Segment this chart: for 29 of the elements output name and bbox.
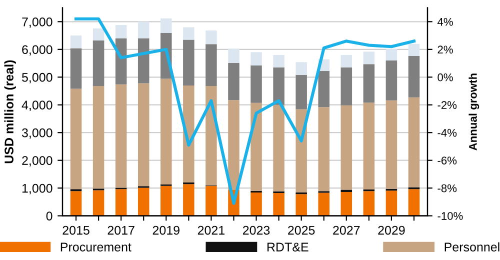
legend-label: RDT&E	[267, 242, 308, 252]
y2-tick-label: -6%	[438, 156, 457, 164]
y-tick-label: 1,000	[22, 184, 52, 194]
y2-tick-label: 2%	[438, 46, 453, 54]
y-tick-label: 5,000	[22, 72, 52, 84]
y2-tick-label: 0%	[438, 73, 453, 82]
y-tick-label: 7,000	[22, 17, 52, 28]
legend-label: Personnel	[444, 242, 500, 252]
x-tick-label: 2015	[62, 226, 90, 235]
y2-tick-label: -2%	[438, 101, 457, 109]
y-tick-label: 2,000	[22, 156, 52, 166]
y2-tick-label: -4%	[438, 128, 457, 137]
legend-label: Procurement	[60, 242, 132, 252]
y-tick-label: 3,000	[22, 128, 52, 139]
x-tick-label: 2025	[288, 226, 315, 235]
y-axis-title: USD million (real)	[4, 60, 16, 164]
y2-tick-label: -10%	[438, 212, 463, 220]
y-tick-label: 4,000	[22, 100, 52, 111]
y2-tick-label: 4%	[437, 18, 453, 26]
y2-tick-label: -8%	[438, 184, 457, 192]
x-tick-label: 2021	[198, 226, 224, 235]
x-tick-label: 2027	[333, 226, 360, 235]
y-tick-label: 0	[46, 212, 52, 220]
x-tick-label: 2023	[242, 226, 270, 235]
x-tick-label: 2019	[152, 226, 180, 235]
y-tick-label: 6,000	[22, 45, 52, 56]
x-tick-label: 2017	[108, 226, 134, 235]
x-tick-label: 2029	[378, 226, 405, 235]
y2-axis-title: Annual growth	[468, 74, 480, 150]
